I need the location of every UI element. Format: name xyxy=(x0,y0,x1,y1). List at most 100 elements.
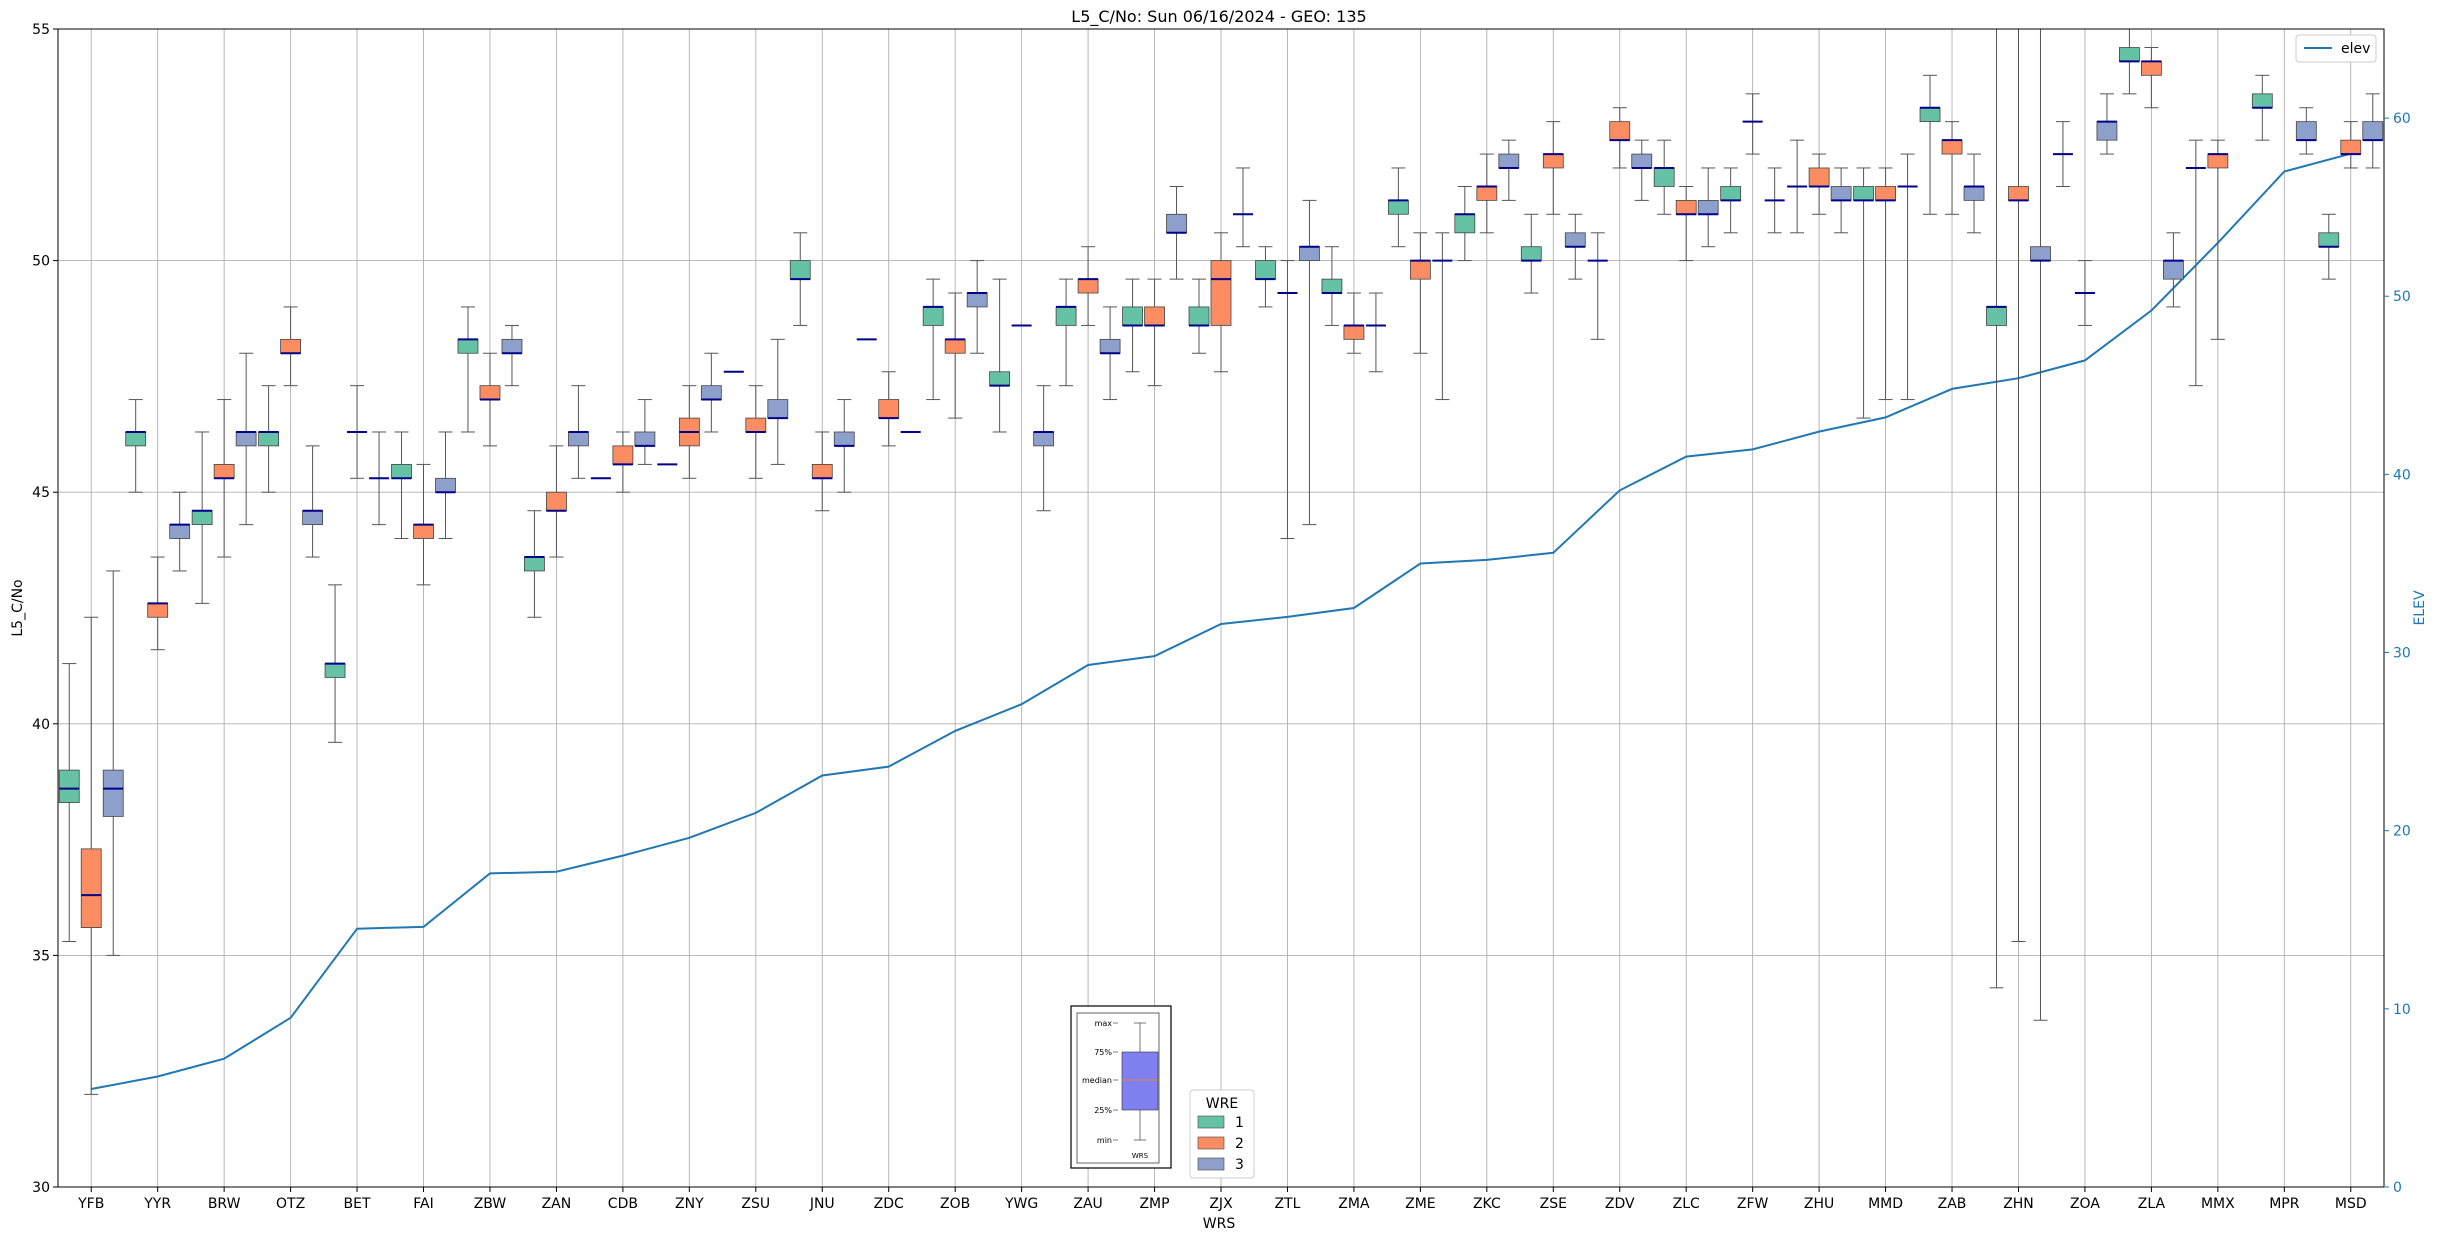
wre-legend-label: 1 xyxy=(1235,1115,1244,1131)
x-tick-label: ZHN xyxy=(2003,1196,2034,1212)
box-wre-2 xyxy=(1941,139,1963,155)
box-wre-3 xyxy=(2162,260,2184,280)
box-wre-1 xyxy=(1853,186,1874,201)
box-wre-2 xyxy=(811,464,833,479)
box-wre-3 xyxy=(501,338,523,354)
box-wre-1 xyxy=(1122,306,1143,326)
inset-box xyxy=(1121,1051,1159,1111)
box-wre-2 xyxy=(1808,167,1830,187)
inset-label: 25% xyxy=(1094,1106,1112,1115)
box-wre-3 xyxy=(767,399,789,419)
x-axis-label: WRS xyxy=(1203,1216,1236,1232)
box-wre-1 xyxy=(1653,167,1675,187)
box-wre-3 xyxy=(1299,246,1320,261)
box-key-inset: max 75% median 25% min WRS xyxy=(1070,1005,1172,1169)
box-wre-1 xyxy=(1321,278,1343,294)
box-wre-3 xyxy=(102,769,124,817)
elev-legend-label: elev xyxy=(2341,41,2370,57)
box-wre-2 xyxy=(612,445,634,465)
box-wre-2 xyxy=(1675,199,1697,215)
box-wre-1 xyxy=(58,769,80,803)
x-tick-label: ZOA xyxy=(2070,1196,2100,1212)
x-tick-label: JNU xyxy=(809,1196,835,1212)
box-wre-3 xyxy=(1631,153,1653,169)
box-wre-1 xyxy=(324,663,346,678)
box-wre-3 xyxy=(1033,431,1055,447)
x-tick-label: ZJX xyxy=(1209,1196,1233,1212)
inset-label: min xyxy=(1097,1136,1112,1145)
wre-legend-title: WRE xyxy=(1206,1096,1238,1112)
box-wre-3 xyxy=(169,524,191,539)
elev-legend: elev xyxy=(2295,34,2377,63)
y-tick-label: 55 xyxy=(32,22,50,38)
x-tick-label: ZMA xyxy=(1338,1196,1370,1212)
box-wre-2 xyxy=(479,385,501,400)
box-wre-2 xyxy=(1144,306,1165,326)
box-wre-2 xyxy=(2008,186,2029,201)
x-tick-label: ZDC xyxy=(874,1196,904,1212)
x-tick-label: ZDV xyxy=(1605,1196,1635,1212)
box-wre-3 xyxy=(2362,121,2384,141)
y2-tick-label: 50 xyxy=(2393,289,2411,305)
x-tick-label: BRW xyxy=(208,1196,241,1212)
x-tick-label: ZNY xyxy=(675,1196,704,1212)
wre-legend-swatch-1 xyxy=(1197,1115,1225,1129)
box-wre-2 xyxy=(878,399,900,419)
wre-legend: WRE 1 2 3 xyxy=(1189,1089,1255,1179)
y-tick-label: 45 xyxy=(32,485,50,501)
box-wre-1 xyxy=(125,431,147,447)
box-wre-3 xyxy=(1564,232,1586,248)
box-wre-3 xyxy=(1498,153,1520,169)
x-tick-label: ZTL xyxy=(1274,1196,1300,1212)
box-wre-2 xyxy=(1609,121,1631,141)
box-wre-2 xyxy=(2207,153,2229,169)
x-tick-label: FAI xyxy=(413,1196,433,1212)
box-wre-1 xyxy=(391,464,412,479)
box-wre-3 xyxy=(1697,199,1719,215)
box-wre-3 xyxy=(568,431,589,447)
x-tick-label: ZHU xyxy=(1804,1196,1834,1212)
y-tick-label: 35 xyxy=(32,948,50,964)
inset-label: median xyxy=(1082,1076,1112,1085)
box-wre-2 xyxy=(1077,278,1099,294)
box-wre-3 xyxy=(700,385,722,400)
box-wre-3 xyxy=(966,292,988,308)
x-tick-label: MSD xyxy=(2335,1196,2367,1212)
y2-tick-label: 60 xyxy=(2393,111,2411,127)
wre-legend-label: 3 xyxy=(1235,1157,1244,1173)
chart-title: L5_C/No: Sun 06/16/2024 - GEO: 135 xyxy=(1071,7,1366,27)
x-tick-label: ZKC xyxy=(1473,1196,1501,1212)
x-tick-label: ZSE xyxy=(1540,1196,1567,1212)
box-wre-2 xyxy=(745,417,767,433)
wre-legend-swatch-3 xyxy=(1197,1157,1225,1171)
box-wre-1 xyxy=(2251,93,2273,109)
x-tick-label: ZAU xyxy=(1073,1196,1102,1212)
box-wre-3 xyxy=(1099,338,1121,354)
y2-tick-label: 40 xyxy=(2393,467,2411,483)
inset-xlabel: WRS xyxy=(1132,1152,1149,1160)
box-wre-1 xyxy=(2318,232,2340,248)
box-wre-1 xyxy=(524,556,545,572)
y2-tick-label: 20 xyxy=(2393,824,2411,840)
x-tick-label: ZAB xyxy=(1938,1196,1967,1212)
x-tick-label: ZME xyxy=(1405,1196,1436,1212)
box-wre-2 xyxy=(2340,139,2362,155)
y-tick-label: 30 xyxy=(32,1180,50,1196)
box-wre-1 xyxy=(457,338,479,354)
x-tick-label: ZOB xyxy=(940,1196,970,1212)
box-wre-2 xyxy=(413,524,434,539)
box-wre-1 xyxy=(1454,213,1476,234)
box-wre-1 xyxy=(789,260,811,280)
box-wre-3 xyxy=(2096,121,2118,141)
x-tick-label: MMD xyxy=(1868,1196,1903,1212)
box-wre-1 xyxy=(191,510,213,526)
box-wre-3 xyxy=(634,431,656,447)
x-tick-label: OTZ xyxy=(276,1196,305,1212)
box-wre-2 xyxy=(2140,61,2162,76)
box-wre-2 xyxy=(1210,260,1232,326)
box-wre-1 xyxy=(1986,306,2007,326)
x-tick-label: MMX xyxy=(2201,1196,2235,1212)
x-tick-label: CDB xyxy=(608,1196,638,1212)
